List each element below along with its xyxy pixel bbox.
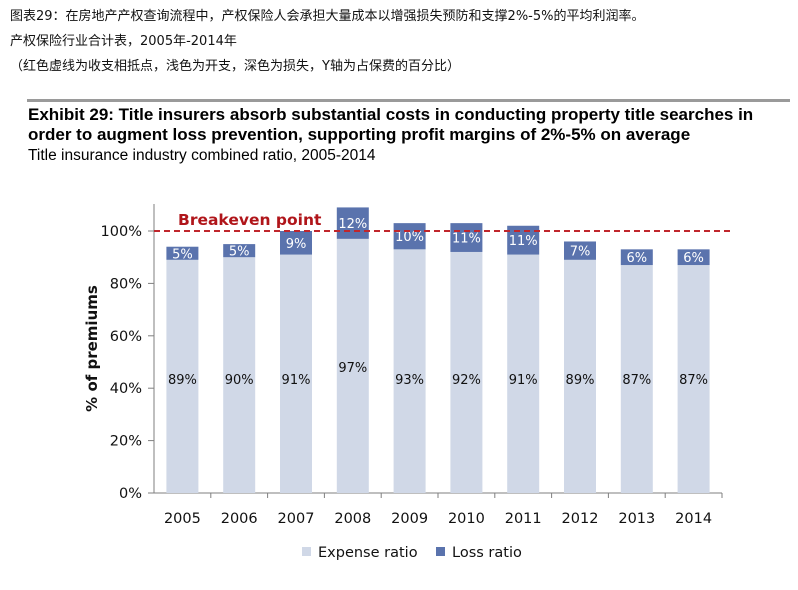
expense-data-label: 90% bbox=[225, 373, 254, 388]
y-tick-label: 100% bbox=[101, 224, 142, 240]
bar-expense-ratio bbox=[393, 249, 426, 493]
bar-expense-ratio bbox=[677, 265, 710, 493]
expense-data-label: 87% bbox=[622, 373, 651, 388]
bar-loss-ratio bbox=[166, 246, 199, 260]
legend-label-expense: Expense ratio bbox=[318, 545, 418, 561]
legend-swatch-loss bbox=[436, 547, 445, 556]
bar-loss-ratio bbox=[336, 207, 369, 239]
bar-loss-ratio bbox=[677, 249, 710, 266]
loss-data-label: 6% bbox=[626, 251, 647, 266]
expense-data-label: 87% bbox=[679, 373, 708, 388]
bar-expense-ratio bbox=[450, 251, 483, 493]
x-tick-label: 2005 bbox=[164, 511, 201, 527]
exhibit-subtitle: Title insurance industry combined ratio,… bbox=[28, 147, 376, 164]
y-tick-label: 60% bbox=[110, 329, 142, 345]
bar-loss-ratio bbox=[280, 231, 312, 255]
loss-data-label: 5% bbox=[172, 247, 193, 262]
breakeven-label: Breakeven point bbox=[178, 211, 322, 229]
y-tick-label: 20% bbox=[110, 434, 142, 450]
bar-expense-ratio bbox=[166, 259, 199, 493]
bar-expense-ratio bbox=[280, 254, 312, 493]
x-tick-label: 2011 bbox=[505, 511, 542, 527]
bar-loss-ratio bbox=[564, 241, 596, 260]
y-tick-label: 40% bbox=[110, 381, 142, 397]
x-tick-label: 2007 bbox=[278, 511, 315, 527]
loss-data-label: 10% bbox=[395, 230, 424, 245]
caption-line-2: 产权保险行业合计表，2005年-2014年 bbox=[10, 34, 237, 49]
loss-data-label: 11% bbox=[509, 234, 538, 249]
bar-loss-ratio bbox=[223, 244, 256, 258]
exhibit-top-rule bbox=[27, 99, 790, 102]
loss-data-label: 6% bbox=[683, 251, 704, 266]
bar-expense-ratio bbox=[223, 257, 256, 493]
bar-loss-ratio bbox=[620, 249, 653, 266]
bar-expense-ratio bbox=[564, 259, 596, 493]
expense-data-label: 89% bbox=[168, 373, 197, 388]
exhibit-title: Exhibit 29: Title insurers absorb substa… bbox=[28, 105, 754, 144]
loss-data-label: 12% bbox=[338, 217, 367, 232]
expense-data-label: 89% bbox=[566, 373, 595, 388]
bar-loss-ratio bbox=[507, 225, 540, 255]
bar-loss-ratio bbox=[450, 223, 483, 252]
expense-data-label: 91% bbox=[509, 373, 538, 388]
bar-loss-ratio bbox=[393, 223, 426, 250]
x-tick-label: 2008 bbox=[334, 511, 371, 527]
caption-line-3: （红色虚线为收支相抵点，浅色为开支，深色为损失，Y轴为占保费的百分比） bbox=[10, 59, 460, 74]
loss-data-label: 5% bbox=[229, 245, 250, 260]
y-tick-label: 80% bbox=[110, 276, 142, 292]
legend-label-loss: Loss ratio bbox=[452, 545, 522, 561]
x-tick-label: 2012 bbox=[562, 511, 599, 527]
loss-data-label: 11% bbox=[452, 232, 481, 247]
x-tick-label: 2010 bbox=[448, 511, 485, 527]
expense-data-label: 91% bbox=[282, 373, 311, 388]
expense-data-label: 92% bbox=[452, 373, 481, 388]
x-tick-label: 2014 bbox=[675, 511, 712, 527]
loss-data-label: 9% bbox=[286, 237, 307, 252]
y-tick-label: 0% bbox=[119, 486, 142, 502]
bar-expense-ratio bbox=[507, 254, 540, 493]
loss-data-label: 7% bbox=[570, 245, 591, 260]
caption-line-1: 图表29：在房地产产权查询流程中，产权保险人会承担大量成本以增强损失预防和支撑2… bbox=[10, 9, 645, 24]
bar-expense-ratio bbox=[620, 265, 653, 493]
bar-expense-ratio bbox=[336, 238, 369, 493]
y-axis-title: % of premiums bbox=[83, 285, 101, 412]
legend-swatch-expense bbox=[302, 547, 311, 556]
expense-data-label: 97% bbox=[338, 361, 367, 376]
x-tick-label: 2013 bbox=[618, 511, 655, 527]
x-tick-label: 2009 bbox=[391, 511, 428, 527]
x-tick-label: 2006 bbox=[221, 511, 258, 527]
expense-data-label: 93% bbox=[395, 373, 424, 388]
